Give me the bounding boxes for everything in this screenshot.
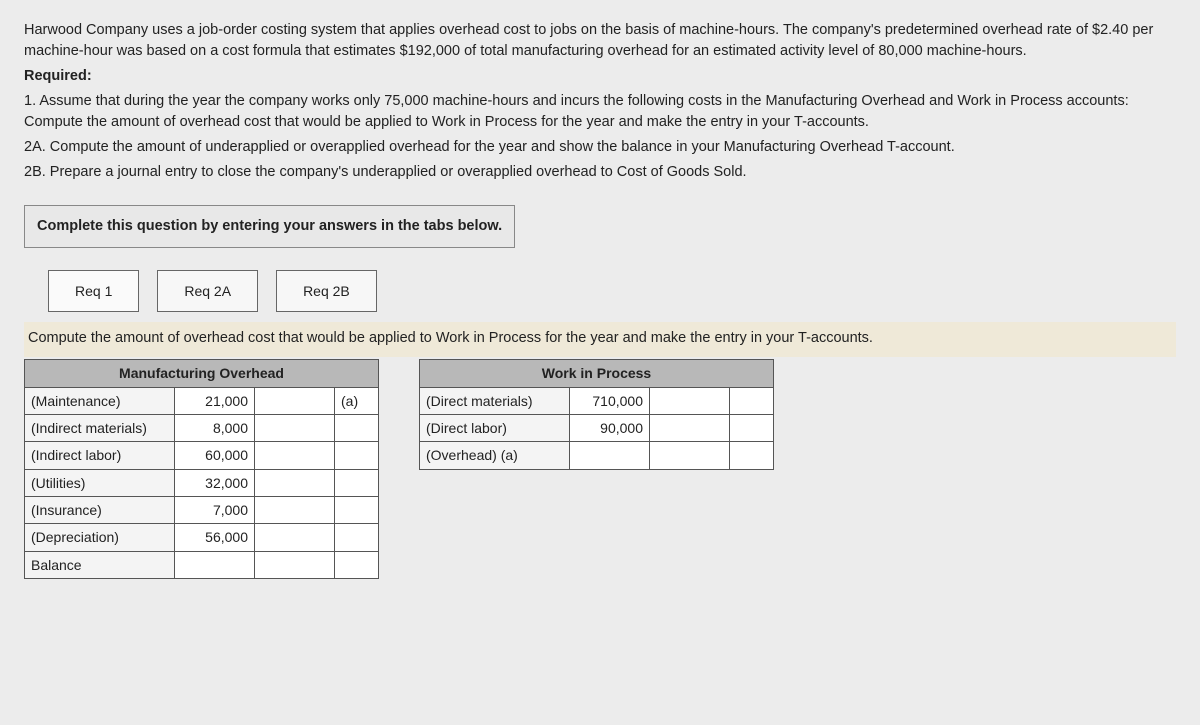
t-accounts-row: Manufacturing Overhead (Maintenance) 21,… [24,359,1176,578]
moh-row-debit[interactable]: 7,000 [175,496,255,523]
wip-row-tag [730,442,774,469]
tab-req-2a[interactable]: Req 2A [157,270,258,312]
wip-row-debit[interactable]: 710,000 [570,387,650,414]
table-row: Balance [25,551,379,578]
instructions-box: Complete this question by entering your … [24,205,515,248]
table-row: (Insurance) 7,000 [25,496,379,523]
wip-row-label: (Direct labor) [420,415,570,442]
table-row: (Maintenance) 21,000 (a) [25,387,379,414]
moh-row-tag: (a) [335,387,379,414]
wip-row-debit[interactable]: 90,000 [570,415,650,442]
tab-prompt: Compute the amount of overhead cost that… [24,322,1176,357]
wip-row-tag [730,415,774,442]
wip-row-tag [730,387,774,414]
problem-statement: Harwood Company uses a job-order costing… [24,20,1176,183]
moh-row-label: (Indirect labor) [25,442,175,469]
wip-row-debit[interactable] [570,442,650,469]
manufacturing-overhead-taccount: Manufacturing Overhead (Maintenance) 21,… [24,359,379,578]
requirement-2a: 2A. Compute the amount of underapplied o… [24,137,1176,158]
moh-row-credit[interactable] [255,415,335,442]
moh-row-credit[interactable] [255,387,335,414]
moh-row-tag [335,524,379,551]
moh-row-label: (Depreciation) [25,524,175,551]
moh-title: Manufacturing Overhead [25,360,379,387]
moh-row-tag [335,469,379,496]
tab-req-1[interactable]: Req 1 [48,270,139,312]
table-row: (Direct labor) 90,000 [420,415,774,442]
table-row: (Indirect labor) 60,000 [25,442,379,469]
wip-row-credit[interactable] [650,387,730,414]
wip-row-credit[interactable] [650,415,730,442]
wip-row-credit[interactable] [650,442,730,469]
moh-row-debit[interactable]: 21,000 [175,387,255,414]
moh-balance-debit[interactable] [175,551,255,578]
moh-row-tag [335,415,379,442]
moh-row-tag [335,496,379,523]
work-in-process-taccount: Work in Process (Direct materials) 710,0… [419,359,774,469]
wip-title: Work in Process [420,360,774,387]
table-row: (Direct materials) 710,000 [420,387,774,414]
moh-balance-tag [335,551,379,578]
moh-row-debit[interactable]: 32,000 [175,469,255,496]
table-row: (Overhead) (a) [420,442,774,469]
moh-row-label: (Maintenance) [25,387,175,414]
tab-req-2b[interactable]: Req 2B [276,270,377,312]
moh-row-label: (Indirect materials) [25,415,175,442]
table-row: (Depreciation) 56,000 [25,524,379,551]
moh-balance-label: Balance [25,551,175,578]
moh-row-credit[interactable] [255,524,335,551]
wip-row-label: (Direct materials) [420,387,570,414]
requirement-1: 1. Assume that during the year the compa… [24,91,1176,133]
moh-row-debit[interactable]: 8,000 [175,415,255,442]
moh-row-credit[interactable] [255,469,335,496]
intro-paragraph: Harwood Company uses a job-order costing… [24,20,1176,62]
moh-row-tag [335,442,379,469]
moh-row-label: (Insurance) [25,496,175,523]
moh-balance-credit[interactable] [255,551,335,578]
required-heading: Required: [24,66,1176,87]
moh-row-debit[interactable]: 60,000 [175,442,255,469]
table-row: (Indirect materials) 8,000 [25,415,379,442]
moh-row-debit[interactable]: 56,000 [175,524,255,551]
requirement-2b: 2B. Prepare a journal entry to close the… [24,162,1176,183]
table-row: (Utilities) 32,000 [25,469,379,496]
tab-strip: Req 1 Req 2A Req 2B [48,270,1176,312]
moh-row-credit[interactable] [255,496,335,523]
wip-row-label: (Overhead) (a) [420,442,570,469]
moh-row-label: (Utilities) [25,469,175,496]
moh-row-credit[interactable] [255,442,335,469]
